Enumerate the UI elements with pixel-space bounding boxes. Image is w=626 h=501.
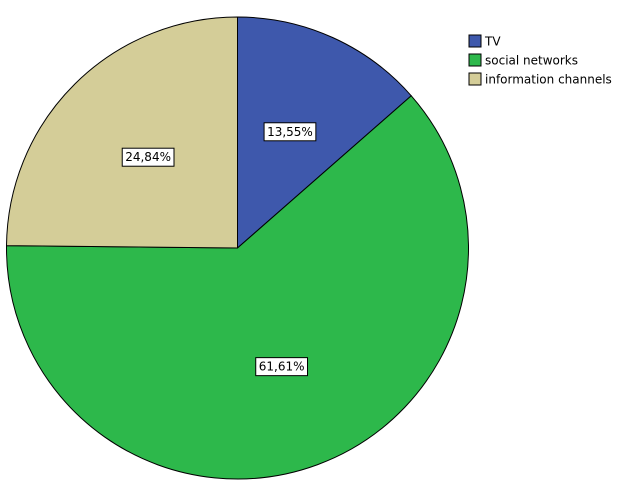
pie-slice [237, 16, 412, 250]
legend-label: TV [484, 35, 501, 49]
legend-swatch [468, 72, 482, 86]
pie-slice [6, 95, 469, 480]
data-label-box [263, 122, 317, 142]
data-label-box [255, 357, 309, 377]
legend-swatch [468, 53, 482, 67]
data-label: 13,55% [267, 125, 313, 139]
data-label: 61,61% [259, 360, 305, 374]
legend-label: information channels [485, 73, 612, 87]
legend-label: social networks [485, 54, 578, 68]
legend-swatch [468, 34, 482, 48]
pie-slice [6, 16, 238, 249]
data-label: 24,84% [125, 150, 171, 164]
data-label-box [121, 147, 175, 167]
